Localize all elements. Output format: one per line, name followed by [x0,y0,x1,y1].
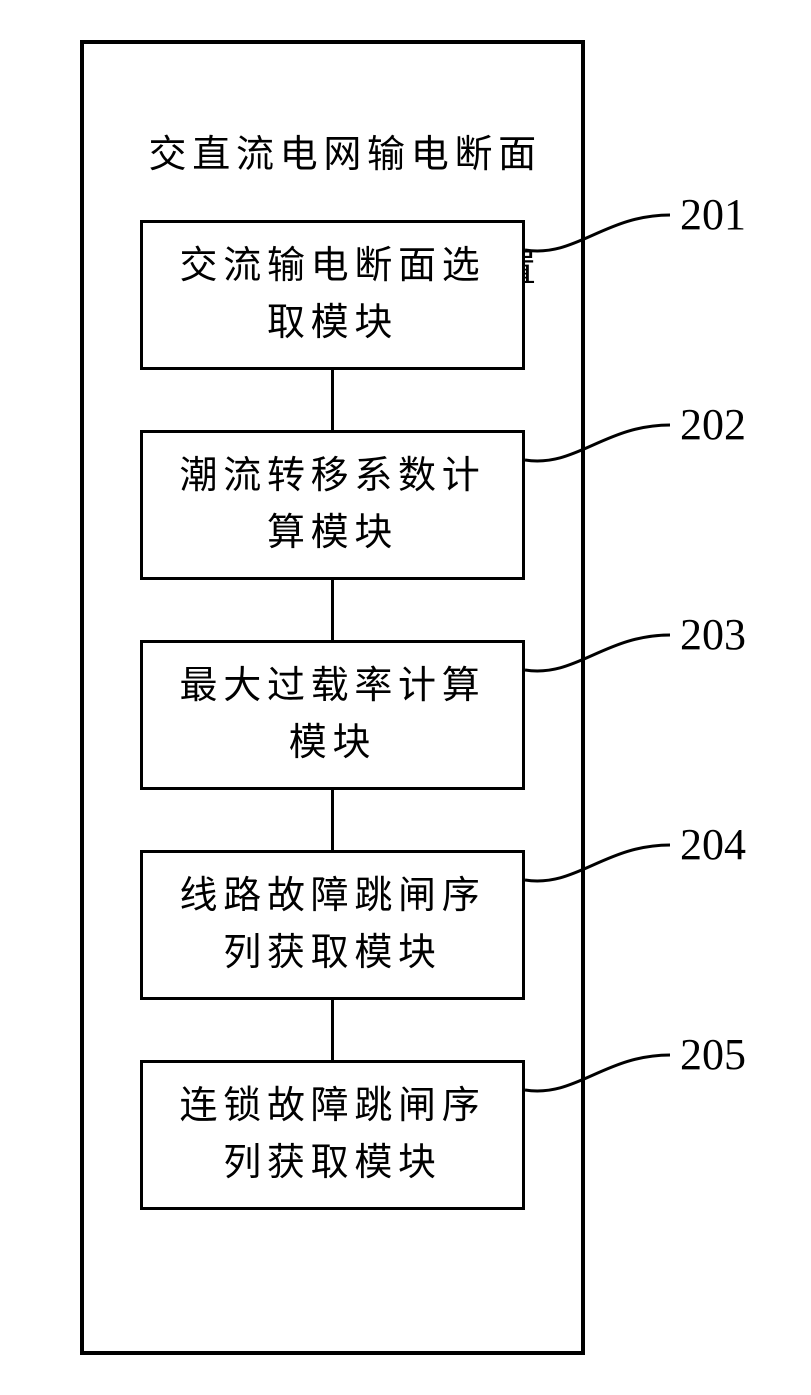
module-label-205: 205 [680,1029,746,1080]
module-box-201: 交流输电断面选 取模块 [140,220,525,370]
module-box-204: 线路故障跳闸序 列获取模块 [140,850,525,1000]
leader-line-203 [525,630,680,685]
module-box-205: 连锁故障跳闸序 列获取模块 [140,1060,525,1210]
module-box-203: 最大过载率计算 模块 [140,640,525,790]
leader-line-205 [525,1050,680,1105]
module-label-203: 203 [680,609,746,660]
leader-line-204 [525,840,680,895]
module-text: 连锁故障跳闸序 列获取模块 [180,1078,486,1192]
module-text: 交流输电断面选 取模块 [180,238,486,352]
connector-202-203 [331,580,334,640]
connector-204-205 [331,1000,334,1060]
title-line1: 交直流电网输电断面 [149,134,542,176]
module-label-201: 201 [680,189,746,240]
leader-line-201 [525,210,680,265]
module-text: 潮流转移系数计 算模块 [180,448,486,562]
module-text: 最大过载率计算 模块 [180,658,486,772]
module-label-204: 204 [680,819,746,870]
module-box-202: 潮流转移系数计 算模块 [140,430,525,580]
leader-line-202 [525,420,680,475]
connector-203-204 [331,790,334,850]
module-label-202: 202 [680,399,746,450]
module-text: 线路故障跳闸序 列获取模块 [180,868,486,982]
connector-201-202 [331,370,334,430]
